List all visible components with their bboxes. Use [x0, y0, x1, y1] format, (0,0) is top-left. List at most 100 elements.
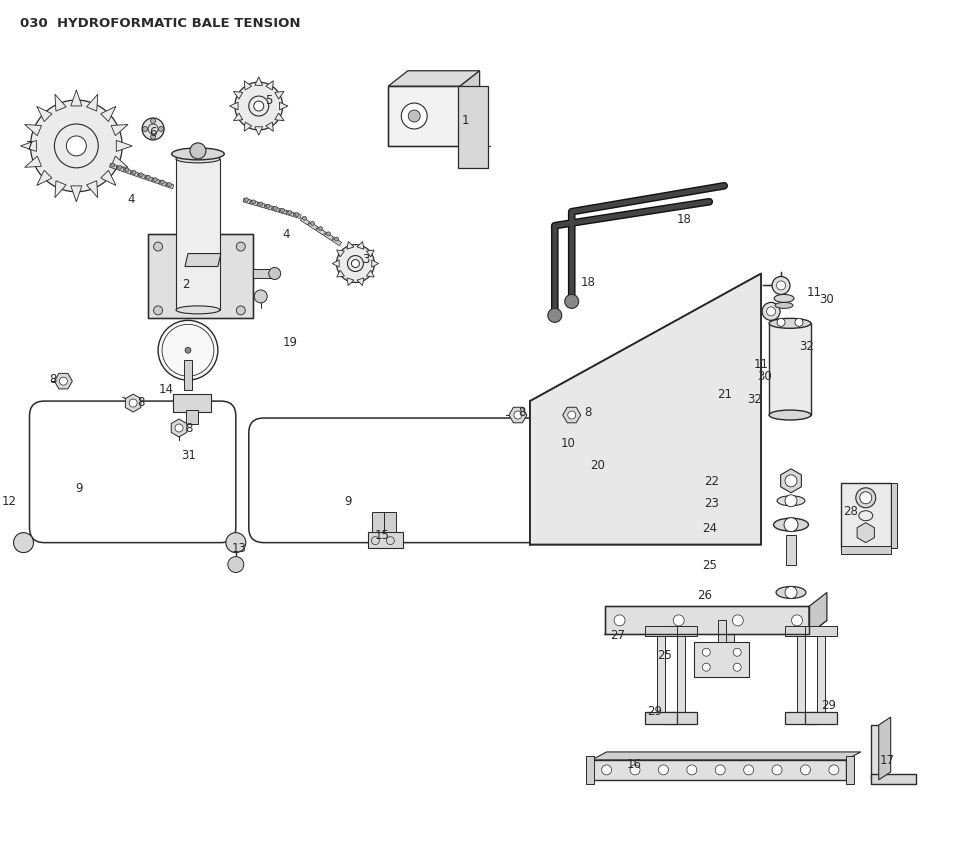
- Circle shape: [829, 765, 839, 775]
- Polygon shape: [111, 157, 128, 168]
- Circle shape: [318, 228, 322, 231]
- Ellipse shape: [774, 295, 794, 303]
- Ellipse shape: [769, 410, 811, 421]
- Polygon shape: [347, 279, 354, 286]
- Polygon shape: [280, 103, 288, 111]
- Polygon shape: [275, 92, 284, 100]
- Bar: [694, 642, 749, 677]
- Circle shape: [856, 488, 876, 508]
- Circle shape: [311, 223, 315, 226]
- Bar: [372, 512, 385, 532]
- Text: 21: 21: [717, 387, 731, 400]
- Text: 2: 2: [182, 277, 190, 291]
- Bar: [805, 712, 837, 724]
- Polygon shape: [255, 128, 263, 136]
- Bar: [167, 183, 173, 189]
- Bar: [317, 228, 325, 236]
- Bar: [159, 181, 167, 187]
- Text: 8: 8: [50, 372, 57, 386]
- Bar: [657, 636, 665, 714]
- Text: 31: 31: [181, 449, 197, 461]
- Bar: [332, 238, 342, 247]
- Polygon shape: [55, 182, 66, 199]
- Bar: [718, 621, 726, 642]
- Polygon shape: [20, 142, 36, 153]
- Bar: [646, 712, 677, 724]
- Polygon shape: [366, 251, 374, 258]
- Circle shape: [514, 411, 522, 420]
- Circle shape: [777, 319, 785, 327]
- Polygon shape: [605, 621, 827, 635]
- Bar: [646, 627, 677, 636]
- Bar: [805, 627, 837, 636]
- Bar: [841, 484, 890, 548]
- Polygon shape: [55, 374, 72, 390]
- Circle shape: [228, 557, 244, 573]
- Circle shape: [336, 246, 374, 283]
- Ellipse shape: [771, 322, 791, 330]
- Polygon shape: [389, 72, 479, 87]
- Text: 11: 11: [754, 357, 768, 370]
- Polygon shape: [37, 107, 52, 123]
- Ellipse shape: [776, 587, 805, 599]
- Bar: [250, 200, 258, 206]
- Text: 8: 8: [518, 405, 526, 418]
- Circle shape: [776, 281, 785, 291]
- Circle shape: [785, 475, 797, 487]
- Circle shape: [158, 321, 218, 380]
- Circle shape: [66, 136, 87, 157]
- Polygon shape: [24, 157, 42, 168]
- Text: 4: 4: [281, 228, 289, 241]
- Circle shape: [792, 615, 803, 626]
- Ellipse shape: [171, 148, 224, 160]
- Circle shape: [30, 101, 122, 193]
- Text: 7: 7: [25, 140, 33, 154]
- Polygon shape: [780, 469, 802, 493]
- Polygon shape: [100, 107, 116, 123]
- Circle shape: [244, 199, 248, 202]
- Text: 25: 25: [702, 559, 717, 572]
- Circle shape: [237, 243, 245, 252]
- Text: 32: 32: [800, 339, 814, 352]
- Bar: [280, 209, 286, 215]
- Circle shape: [658, 765, 668, 775]
- Bar: [677, 636, 686, 714]
- Text: 14: 14: [159, 382, 173, 395]
- Text: 9: 9: [345, 495, 353, 508]
- Circle shape: [795, 319, 803, 327]
- Text: 28: 28: [843, 505, 858, 518]
- Polygon shape: [244, 82, 251, 91]
- Bar: [890, 484, 897, 548]
- Bar: [184, 361, 192, 391]
- Polygon shape: [185, 254, 221, 267]
- Text: 30: 30: [819, 293, 835, 305]
- Polygon shape: [171, 420, 187, 438]
- Circle shape: [235, 83, 282, 131]
- Polygon shape: [266, 123, 274, 132]
- Text: 1: 1: [462, 113, 468, 126]
- Polygon shape: [126, 395, 141, 413]
- Bar: [293, 213, 301, 219]
- Circle shape: [801, 765, 810, 775]
- Circle shape: [154, 306, 163, 316]
- Text: 27: 27: [610, 628, 625, 641]
- Polygon shape: [366, 271, 374, 278]
- Text: 9: 9: [76, 482, 83, 495]
- Bar: [769, 324, 811, 415]
- Circle shape: [118, 166, 122, 171]
- Circle shape: [772, 277, 790, 295]
- Circle shape: [785, 496, 797, 508]
- Circle shape: [151, 119, 156, 125]
- Circle shape: [237, 306, 245, 316]
- Circle shape: [111, 164, 115, 168]
- Ellipse shape: [772, 329, 790, 335]
- Circle shape: [732, 615, 743, 626]
- Text: 10: 10: [560, 437, 576, 450]
- Polygon shape: [87, 96, 97, 112]
- Bar: [785, 712, 817, 724]
- Bar: [244, 199, 250, 205]
- Text: 18: 18: [677, 213, 692, 226]
- Polygon shape: [71, 187, 82, 203]
- Circle shape: [175, 425, 183, 432]
- Text: 18: 18: [581, 276, 595, 288]
